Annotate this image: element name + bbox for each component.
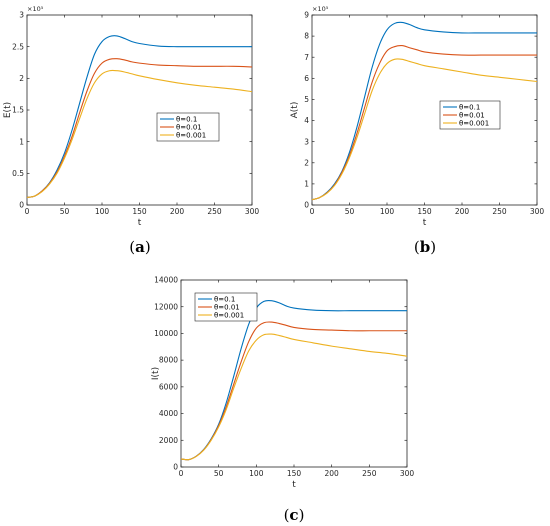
y-tick-label: 1 <box>19 137 24 146</box>
legend-entry: θ=0.01 <box>176 124 202 132</box>
y-tick-label: 0 <box>19 201 24 210</box>
caption-open-paren: ( <box>129 238 135 256</box>
y-tick-label: 2.5 <box>12 42 24 51</box>
y-tick-label: 3 <box>19 11 24 20</box>
x-tick-label: 50 <box>345 207 355 216</box>
x-tick-label: 300 <box>530 207 545 216</box>
y-tick-label: 6000 <box>159 382 178 391</box>
chart-panel-b: 0 50 100 150 200 250 300 0 1 2 3 4 5 6 7 8 9×10⁵ t A(t) θ=0… <box>290 5 544 256</box>
x-tick-label: 250 <box>207 207 222 216</box>
panel-caption: (a) <box>129 238 150 256</box>
x-tick-label: 100 <box>95 207 110 216</box>
y-tick-label: 0 <box>304 201 309 210</box>
legend-entry: θ=0.001 <box>214 312 244 320</box>
y-tick-label: 9 <box>304 11 309 20</box>
x-tick-label: 50 <box>60 207 70 216</box>
x-axis-label: t <box>138 218 142 228</box>
y-tick-label: 1 <box>304 179 309 188</box>
y-axis-label: E(t) <box>3 102 13 118</box>
caption-close-paren: ) <box>430 238 436 256</box>
series-line-3 <box>26 69 253 198</box>
x-tick-label: 150 <box>287 469 302 478</box>
legend-entry: θ=0.01 <box>214 304 240 312</box>
y-tick-label: 3 <box>304 137 309 146</box>
x-tick-label: 0 <box>179 469 184 478</box>
x-tick-label: 300 <box>245 207 260 216</box>
panel-caption: (c) <box>284 506 305 524</box>
legend-entry: θ=0.1 <box>214 296 235 304</box>
y-tick-label: 10000 <box>154 329 178 338</box>
legend-box <box>439 100 501 130</box>
x-tick-label: 300 <box>400 469 415 478</box>
y-tick-label: 4 <box>304 116 309 125</box>
caption-letter: c <box>289 506 298 524</box>
legend-entry: θ=0.1 <box>176 116 197 124</box>
y-tick-label: 0 <box>173 463 178 472</box>
x-axis-label: t <box>423 218 427 228</box>
series-line-3 <box>180 333 408 461</box>
series-line-1 <box>26 35 252 198</box>
x-tick-label: 150 <box>417 207 432 216</box>
chart-panel-a: 0 50 100 150 200 250 300 0 0.5 1 1.5 2 2.5 3×10⁵ t E(t)… <box>3 5 259 256</box>
y-scale-exponent: ×10⁵ <box>312 5 329 13</box>
y-tick-label: 6 <box>304 74 309 83</box>
y-tick-label: 1.5 <box>12 106 24 115</box>
caption-letter: a <box>135 238 145 256</box>
chart-panel-c: 0 50 100 150 200 250 300 0 2000 4000 6000 8000 10000… <box>151 276 414 524</box>
y-tick-label: 7 <box>304 53 309 62</box>
y-tick-label: 2 <box>304 158 309 167</box>
y-tick-label: 4000 <box>159 409 178 418</box>
x-axis-label: t <box>292 480 296 490</box>
x-tick-label: 250 <box>492 207 507 216</box>
caption-close-paren: ) <box>299 506 305 524</box>
x-tick-label: 0 <box>310 207 315 216</box>
legend-entry: θ=0.1 <box>459 104 480 112</box>
y-tick-label: 5 <box>304 95 309 104</box>
plot-frame <box>311 14 538 206</box>
y-axis-label: I(t) <box>151 367 161 380</box>
caption-open-paren: ( <box>284 506 290 524</box>
y-tick-label: 14000 <box>154 276 178 285</box>
x-tick-label: 200 <box>170 207 185 216</box>
caption-open-paren: ( <box>414 238 420 256</box>
x-tick-label: 200 <box>455 207 470 216</box>
y-tick-label: 12000 <box>154 302 178 311</box>
y-tick-label: 8000 <box>159 356 178 365</box>
x-tick-label: 0 <box>25 207 30 216</box>
legend-box <box>156 112 220 142</box>
y-scale-exponent: ×10⁵ <box>27 5 44 13</box>
y-axis-label: A(t) <box>290 102 300 119</box>
caption-letter: b <box>420 238 431 256</box>
x-tick-label: 100 <box>249 469 264 478</box>
y-tick-label: 0.5 <box>12 169 24 178</box>
panel-caption: (b) <box>414 238 436 256</box>
legend: θ=0.1θ=0.01θ=0.001 <box>439 100 501 130</box>
legend-entry: θ=0.001 <box>459 120 489 128</box>
x-tick-label: 150 <box>132 207 147 216</box>
y-tick-label: 2 <box>19 74 24 83</box>
legend-entry: θ=0.001 <box>176 132 206 140</box>
x-tick-label: 100 <box>380 207 395 216</box>
legend: θ=0.1θ=0.01θ=0.001 <box>156 112 220 142</box>
series-line-3 <box>311 58 538 201</box>
x-tick-label: 250 <box>362 469 377 478</box>
x-tick-label: 50 <box>214 469 224 478</box>
y-tick-label: 8 <box>304 32 309 41</box>
legend: θ=0.1θ=0.01θ=0.001 <box>194 292 258 322</box>
y-tick-label: 2000 <box>159 436 178 445</box>
caption-close-paren: ) <box>145 238 151 256</box>
legend-entry: θ=0.01 <box>459 112 485 120</box>
x-tick-label: 200 <box>325 469 340 478</box>
